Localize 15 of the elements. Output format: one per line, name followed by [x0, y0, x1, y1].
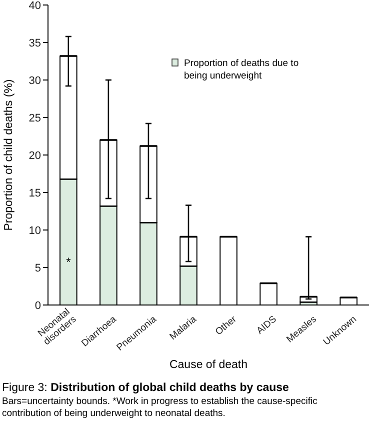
y-tick-label: 30 [28, 74, 41, 87]
y-tick-label: 25 [28, 112, 41, 124]
y-tick-label: 15 [28, 187, 41, 200]
text: Bars=uncertainty bounds. *Work in progress to establish the cause-specific contribution of being underweight to neonatal deaths. [2, 396, 318, 420]
y-tick-label: 5 [34, 262, 41, 274]
y-tick-label: 40 [28, 0, 41, 12]
x-axis-title: Cause of death [169, 359, 248, 371]
legend-label: Proportion of deaths due to being underweight [184, 58, 299, 82]
annotation: * [66, 255, 72, 269]
y-tick-label: 10 [28, 224, 41, 237]
y-tick-label: 0 [34, 300, 41, 312]
text: Figure 3: Distribution of global child deaths by cause [2, 382, 289, 394]
y-tick-label: 35 [28, 37, 41, 50]
y-tick-label: 20 [28, 150, 41, 162]
y-axis-title: Proportion of child deaths (%) [3, 79, 15, 231]
